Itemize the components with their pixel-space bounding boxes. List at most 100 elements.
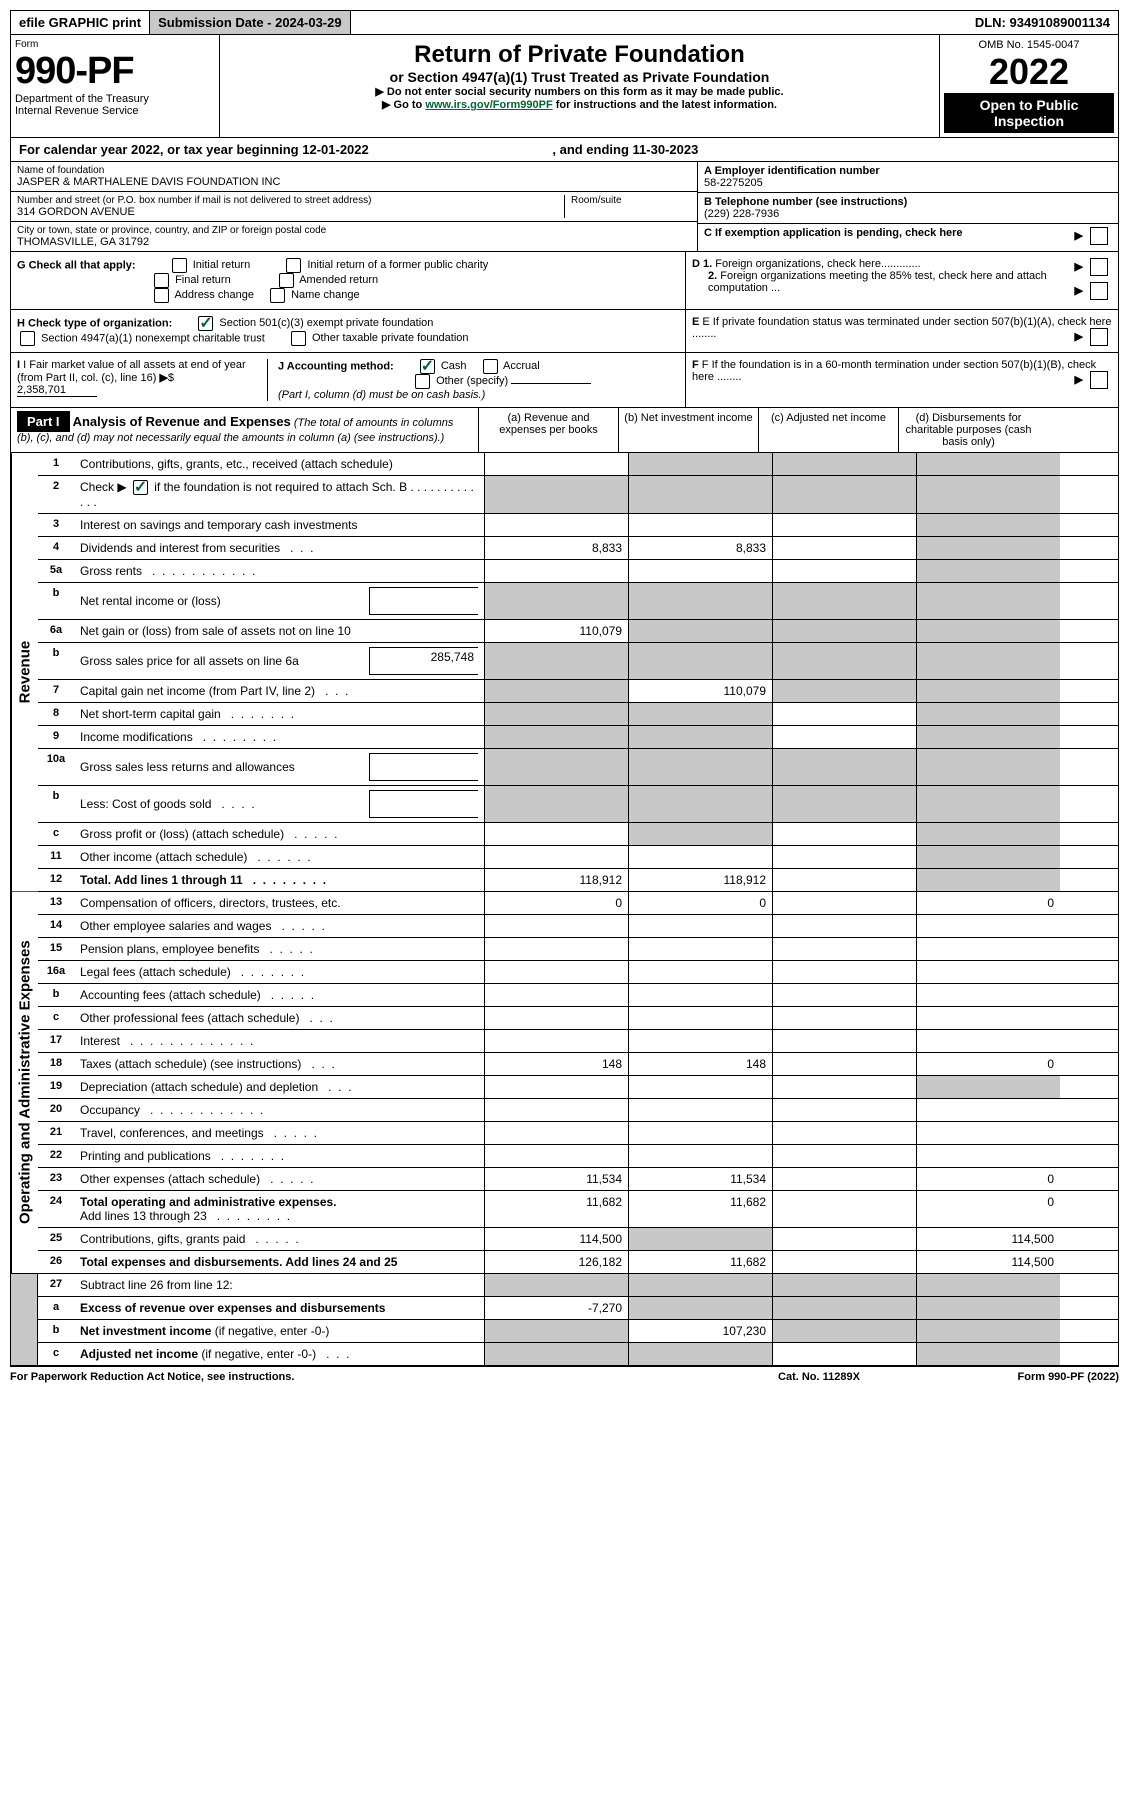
- address-change-checkbox[interactable]: [154, 288, 169, 303]
- other-taxable-checkbox[interactable]: [291, 331, 306, 346]
- other-specify-checkbox[interactable]: [415, 374, 430, 389]
- line-10b: Less: Cost of goods sold . . . .: [74, 786, 485, 822]
- line-2: Check ▶ if the foundation is not require…: [74, 476, 485, 513]
- form-reference: Form 990-PF (2022): [919, 1371, 1119, 1383]
- foundation-name: JASPER & MARTHALENE DAVIS FOUNDATION INC: [17, 176, 691, 188]
- omb-number: OMB No. 1545-0047: [944, 39, 1114, 51]
- open-to-public: Open to Public Inspection: [944, 93, 1114, 133]
- initial-return-checkbox[interactable]: [172, 258, 187, 273]
- e-checkbox[interactable]: [1090, 328, 1108, 346]
- line-27b: Net investment income (if negative, ente…: [74, 1320, 485, 1342]
- dln-number: DLN: 93491089001134: [967, 11, 1118, 34]
- final-return-checkbox[interactable]: [154, 273, 169, 288]
- amended-return-checkbox[interactable]: [279, 273, 294, 288]
- sec501-checkbox[interactable]: [198, 316, 213, 331]
- line-8: Net short-term capital gain . . . . . . …: [74, 703, 485, 725]
- line-20: Occupancy . . . . . . . . . . . .: [74, 1099, 485, 1121]
- expenses-vertical-label: Operating and Administrative Expenses: [11, 892, 38, 1273]
- line-13: Compensation of officers, directors, tru…: [74, 892, 485, 914]
- efile-print-label[interactable]: efile GRAPHIC print: [11, 11, 150, 34]
- exempt-checkbox[interactable]: [1090, 227, 1108, 245]
- street-address: 314 GORDON AVENUE: [17, 206, 564, 218]
- line-14: Other employee salaries and wages . . . …: [74, 915, 485, 937]
- line-3: Interest on savings and temporary cash i…: [74, 514, 485, 536]
- part1-label: Part I: [17, 411, 70, 432]
- d2-checkbox[interactable]: [1090, 282, 1108, 300]
- line-6b: Gross sales price for all assets on line…: [74, 643, 485, 679]
- line-27a: Excess of revenue over expenses and disb…: [74, 1297, 485, 1319]
- city-state-zip: THOMASVILLE, GA 31792: [17, 236, 691, 248]
- tax-year: 2022: [944, 51, 1114, 93]
- col-c-header: (c) Adjusted net income: [759, 408, 899, 452]
- col-d-header: (d) Disbursements for charitable purpose…: [899, 408, 1038, 452]
- form-title: Return of Private Foundation: [226, 41, 933, 69]
- line-15: Pension plans, employee benefits . . . .…: [74, 938, 485, 960]
- line-26: Total expenses and disbursements. Add li…: [74, 1251, 485, 1273]
- h-label: H Check type of organization:: [17, 317, 172, 329]
- line-6a: Net gain or (loss) from sale of assets n…: [74, 620, 485, 642]
- ein-label: A Employer identification number: [704, 165, 1112, 177]
- line27-table: 27Subtract line 26 from line 12: aExcess…: [10, 1274, 1119, 1366]
- cat-number: Cat. No. 11289X: [719, 1371, 919, 1383]
- expenses-table: Operating and Administrative Expenses 13…: [10, 892, 1119, 1274]
- line-16b: Accounting fees (attach schedule) . . . …: [74, 984, 485, 1006]
- line-21: Travel, conferences, and meetings . . . …: [74, 1122, 485, 1144]
- line-10c: Gross profit or (loss) (attach schedule)…: [74, 823, 485, 845]
- j-note: (Part I, column (d) must be on cash basi…: [278, 389, 485, 401]
- f-checkbox[interactable]: [1090, 371, 1108, 389]
- dept-treasury: Department of the Treasury: [15, 93, 215, 105]
- line-25: Contributions, gifts, grants paid . . . …: [74, 1228, 485, 1250]
- name-label: Name of foundation: [17, 165, 691, 176]
- line-16a: Legal fees (attach schedule) . . . . . .…: [74, 961, 485, 983]
- line-7: Capital gain net income (from Part IV, l…: [74, 680, 485, 702]
- initial-former-checkbox[interactable]: [286, 258, 301, 273]
- g-label: G Check all that apply:: [17, 259, 136, 271]
- form-header: Form 990-PF Department of the Treasury I…: [10, 35, 1119, 138]
- form-subtitle: or Section 4947(a)(1) Trust Treated as P…: [226, 69, 933, 85]
- line-11: Other income (attach schedule) . . . . .…: [74, 846, 485, 868]
- line-10a: Gross sales less returns and allowances: [74, 749, 485, 785]
- fair-market-value: 2,358,701: [17, 384, 97, 397]
- form-instructions-link[interactable]: www.irs.gov/Form990PF: [425, 99, 552, 111]
- line-23: Other expenses (attach schedule) . . . .…: [74, 1168, 485, 1190]
- revenue-vertical-label: Revenue: [11, 453, 38, 891]
- submission-date: Submission Date - 2024-03-29: [150, 11, 351, 34]
- sec4947-checkbox[interactable]: [20, 331, 35, 346]
- d1-checkbox[interactable]: [1090, 258, 1108, 276]
- line-5a: Gross rents . . . . . . . . . . .: [74, 560, 485, 582]
- city-label: City or town, state or province, country…: [17, 225, 691, 236]
- ein-value: 58-2275205: [704, 177, 1112, 189]
- col-a-header: (a) Revenue and expenses per books: [479, 408, 619, 452]
- room-label: Room/suite: [571, 195, 691, 206]
- calendar-year-row: For calendar year 2022, or tax year begi…: [10, 138, 1119, 162]
- line-19: Depreciation (attach schedule) and deple…: [74, 1076, 485, 1098]
- cash-checkbox[interactable]: [420, 359, 435, 374]
- j-label: J Accounting method:: [278, 360, 394, 372]
- name-change-checkbox[interactable]: [270, 288, 285, 303]
- paperwork-notice: For Paperwork Reduction Act Notice, see …: [10, 1371, 719, 1383]
- line-22: Printing and publications . . . . . . .: [74, 1145, 485, 1167]
- part1-title: Analysis of Revenue and Expenses: [73, 414, 291, 429]
- col-b-header: (b) Net investment income: [619, 408, 759, 452]
- page-footer: For Paperwork Reduction Act Notice, see …: [10, 1366, 1119, 1387]
- line-9: Income modifications . . . . . . . .: [74, 726, 485, 748]
- line-5b: Net rental income or (loss): [74, 583, 485, 619]
- sch-b-checkbox[interactable]: [133, 480, 148, 495]
- i-label: I Fair market value of all assets at end…: [17, 359, 246, 384]
- form-label: Form: [15, 39, 215, 50]
- exempt-pending-label: C If exemption application is pending, c…: [704, 227, 963, 239]
- irs-label: Internal Revenue Service: [15, 105, 215, 117]
- line-4: Dividends and interest from securities .…: [74, 537, 485, 559]
- line-16c: Other professional fees (attach schedule…: [74, 1007, 485, 1029]
- line-27: Subtract line 26 from line 12:: [74, 1274, 485, 1296]
- line-27c: Adjusted net income (if negative, enter …: [74, 1343, 485, 1365]
- accrual-checkbox[interactable]: [483, 359, 498, 374]
- checkbox-section-1: G Check all that apply: Initial return I…: [10, 252, 1119, 310]
- phone-value: (229) 228-7936: [704, 208, 1112, 220]
- part1-header: Part I Analysis of Revenue and Expenses …: [10, 408, 1119, 453]
- line-24: Total operating and administrative expen…: [74, 1191, 485, 1227]
- line-17: Interest . . . . . . . . . . . . .: [74, 1030, 485, 1052]
- phone-label: B Telephone number (see instructions): [704, 196, 1112, 208]
- checkbox-section-3: I I Fair market value of all assets at e…: [10, 353, 1119, 408]
- foundation-info: Name of foundation JASPER & MARTHALENE D…: [10, 162, 1119, 252]
